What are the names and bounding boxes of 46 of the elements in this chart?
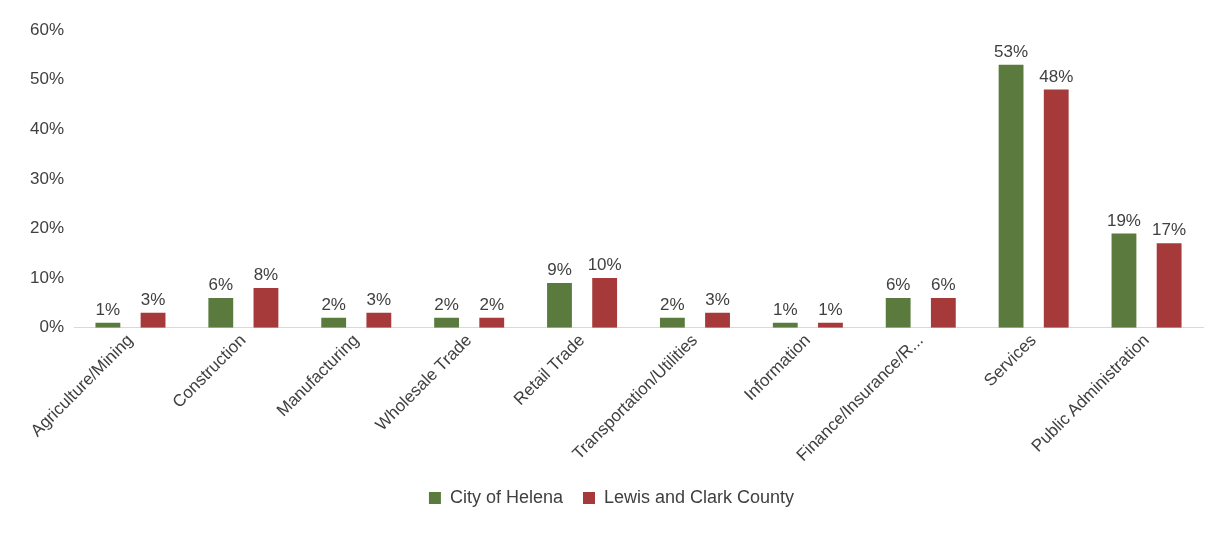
bar [434, 317, 460, 328]
bar [885, 297, 911, 328]
bar [321, 317, 347, 328]
data-label: 6% [931, 275, 956, 295]
data-label: 6% [208, 275, 234, 295]
data-label: 3% [705, 289, 730, 309]
bar [998, 64, 1024, 328]
bar [1156, 243, 1182, 328]
bar [930, 297, 956, 328]
y-tick-label: 30% [29, 168, 65, 188]
data-label: 10% [587, 255, 622, 275]
data-label: 3% [140, 289, 166, 309]
y-tick-label: 0% [39, 317, 65, 337]
bar [140, 312, 166, 328]
y-tick-label: 60% [29, 19, 65, 39]
data-label: 1% [772, 299, 798, 319]
bar [479, 317, 505, 328]
data-label: 6% [885, 275, 911, 295]
data-label: 1% [95, 299, 121, 319]
legend-label: City of Helena [449, 486, 564, 507]
bar [366, 312, 392, 328]
y-tick-label: 10% [29, 267, 65, 287]
data-label: 19% [1106, 210, 1141, 230]
data-label: 1% [818, 299, 843, 319]
bar [253, 287, 279, 328]
data-label: 2% [660, 294, 685, 314]
bar [659, 317, 685, 328]
y-tick-label: 50% [29, 69, 65, 89]
data-label: 48% [1039, 66, 1074, 86]
bar [1111, 233, 1137, 328]
data-label: 2% [479, 294, 505, 314]
data-label: 8% [253, 265, 279, 285]
data-label: 9% [547, 260, 572, 280]
bar [592, 278, 618, 328]
y-tick-label: 20% [29, 218, 65, 238]
data-label: 3% [366, 289, 392, 309]
bar [547, 282, 572, 328]
bar [705, 312, 730, 328]
data-label: 2% [434, 294, 459, 314]
bar [208, 297, 234, 328]
y-tick-label: 40% [29, 118, 65, 138]
bar [1043, 89, 1069, 328]
data-label: 2% [321, 294, 346, 314]
legend-label: Lewis and Clark County [603, 486, 795, 507]
data-label: 17% [1152, 220, 1187, 240]
data-label: 53% [994, 41, 1029, 61]
